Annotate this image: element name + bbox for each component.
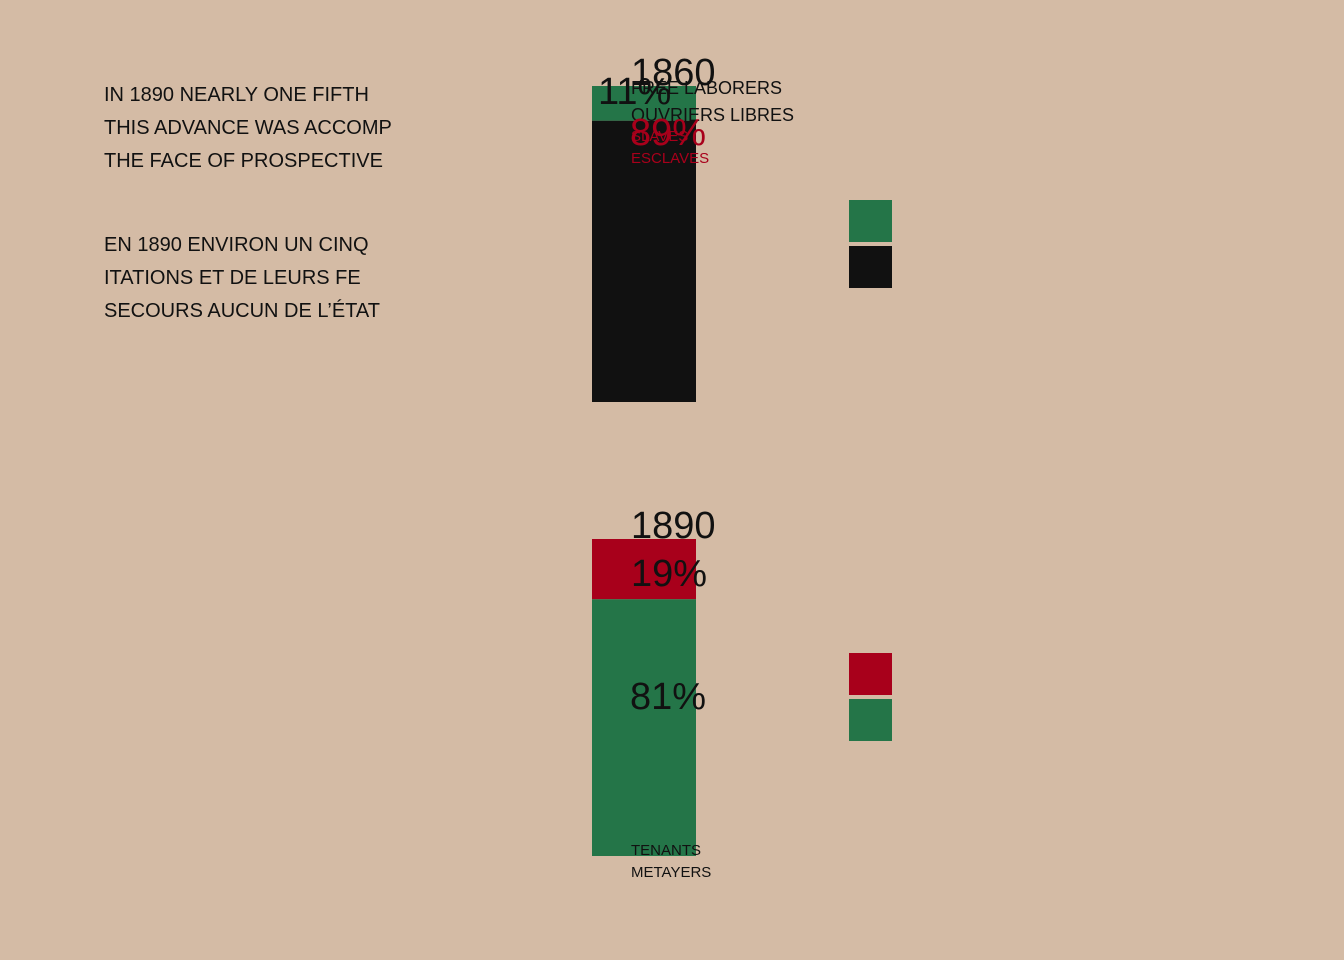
bar-segment: [592, 599, 696, 856]
intro-line: SECOURS AUCUN DE L’ÉTAT: [104, 300, 380, 322]
category-label: SLAVES: [631, 128, 688, 145]
intro-french: EN 1890 ENVIRON UN CINQ ITATIONS ET DE L…: [104, 232, 400, 331]
chart-year-title: 1860: [631, 52, 716, 94]
percent-label: 11%: [598, 71, 671, 113]
percent-label: 81%: [630, 676, 706, 718]
percent-label: 89%: [630, 112, 706, 154]
intro-line: EN 1890 ENVIRON UN CINQ: [104, 234, 369, 256]
legend-swatch: [849, 653, 892, 695]
intro-line: THE FACE OF PROSPECTIVE: [104, 150, 383, 172]
legend-swatch: [849, 246, 892, 288]
percent-label: 19%: [631, 553, 707, 595]
bar-segment: [592, 120, 696, 402]
category-label: TENANTS: [631, 842, 701, 859]
category-label: OUVRIERS LIBRES: [631, 105, 794, 125]
legend-swatch: [849, 200, 892, 242]
category-label: ESCLAVES: [631, 150, 709, 167]
category-label: FREE LABORERS: [631, 78, 782, 98]
intro-english: IN 1890 NEARLY ONE FIFTH THIS ADVANCE WA…: [104, 82, 400, 181]
intro-line: IN 1890 NEARLY ONE FIFTH: [104, 84, 369, 106]
bar-segment: [592, 86, 696, 121]
intro-line: ITATIONS ET DE LEURS FE: [104, 267, 361, 289]
chart-year-title: 1890: [631, 505, 716, 547]
bar-segment: [592, 539, 696, 600]
intro-text: IN 1890 NEARLY ONE FIFTH THIS ADVANCE WA…: [104, 82, 400, 332]
category-label: METAYERS: [631, 864, 711, 881]
intro-line: THIS ADVANCE WAS ACCOMP: [104, 117, 392, 139]
legend-swatch: [849, 699, 892, 741]
